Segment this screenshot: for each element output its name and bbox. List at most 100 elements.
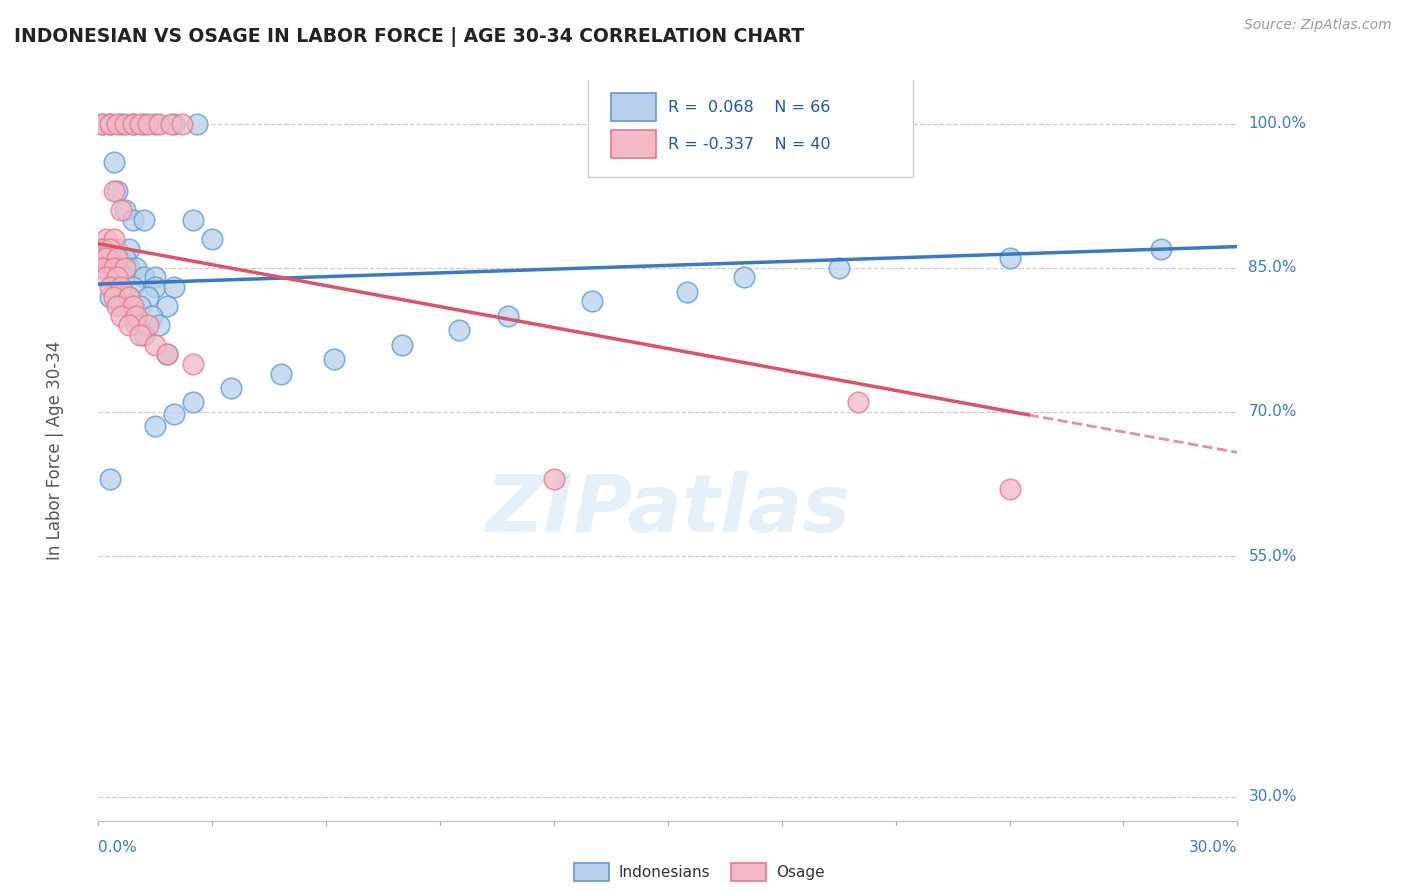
Point <box>148 318 170 333</box>
Point <box>118 260 141 275</box>
Point <box>145 337 167 351</box>
Point <box>98 117 121 131</box>
Text: R = -0.337    N = 40: R = -0.337 N = 40 <box>668 137 831 153</box>
Point <box>114 260 136 275</box>
Point <box>114 117 136 131</box>
Point <box>132 117 155 131</box>
Point <box>186 117 208 131</box>
Point <box>98 117 121 131</box>
FancyBboxPatch shape <box>588 77 912 177</box>
Point <box>125 309 148 323</box>
Text: 0.0%: 0.0% <box>98 840 138 855</box>
Point <box>221 381 243 395</box>
Point <box>145 280 167 294</box>
Point <box>103 251 125 265</box>
Point <box>91 242 114 256</box>
Point <box>118 290 141 304</box>
Point <box>107 299 129 313</box>
FancyBboxPatch shape <box>574 863 609 881</box>
Point <box>107 184 129 198</box>
Point <box>125 318 148 333</box>
Point <box>103 290 125 304</box>
Point <box>110 299 132 313</box>
Point <box>121 117 143 131</box>
Point <box>121 212 143 227</box>
Point <box>141 309 163 323</box>
Point <box>145 270 167 285</box>
Point <box>98 290 121 304</box>
Point <box>107 251 129 265</box>
Point <box>118 242 141 256</box>
Point <box>543 472 565 486</box>
Point <box>183 357 205 371</box>
Point <box>159 117 181 131</box>
Point <box>94 232 117 246</box>
Point <box>391 337 413 351</box>
Point <box>110 260 132 275</box>
Point <box>676 285 699 299</box>
Point <box>170 117 193 131</box>
Point <box>91 260 114 275</box>
Text: 55.0%: 55.0% <box>1249 549 1296 564</box>
Point <box>107 251 129 265</box>
Point <box>103 232 125 246</box>
Point <box>103 155 125 169</box>
Point <box>98 472 121 486</box>
FancyBboxPatch shape <box>731 863 766 881</box>
Point <box>132 212 155 227</box>
Point <box>322 352 344 367</box>
Point <box>94 251 117 265</box>
Text: ZIPatlas: ZIPatlas <box>485 471 851 549</box>
Point <box>94 270 117 285</box>
Point <box>183 395 205 409</box>
Text: In Labor Force | Age 30-34: In Labor Force | Age 30-34 <box>46 341 65 560</box>
Point <box>132 270 155 285</box>
Text: Source: ZipAtlas.com: Source: ZipAtlas.com <box>1244 18 1392 32</box>
Point <box>91 242 114 256</box>
Point <box>94 242 117 256</box>
Text: 30.0%: 30.0% <box>1249 789 1296 804</box>
Text: R =  0.068    N = 66: R = 0.068 N = 66 <box>668 100 830 115</box>
Point <box>98 242 121 256</box>
Point <box>118 290 141 304</box>
Point <box>118 318 141 333</box>
Point <box>121 280 143 294</box>
Point <box>121 309 143 323</box>
Text: 30.0%: 30.0% <box>1189 840 1237 855</box>
Point <box>828 260 851 275</box>
Point <box>114 203 136 218</box>
Point <box>183 212 205 227</box>
Point <box>110 203 132 218</box>
Point <box>94 251 117 265</box>
Point <box>103 242 125 256</box>
Point <box>98 251 121 265</box>
Point <box>129 328 152 343</box>
Point <box>581 294 603 309</box>
Point <box>121 117 143 131</box>
Point <box>1150 242 1173 256</box>
Point <box>107 242 129 256</box>
Point <box>148 117 170 131</box>
Text: 70.0%: 70.0% <box>1249 404 1296 419</box>
Point <box>91 117 114 131</box>
Point <box>114 251 136 265</box>
Point <box>98 242 121 256</box>
Point <box>449 323 471 337</box>
Point <box>201 232 224 246</box>
Point <box>998 251 1021 265</box>
Point <box>98 260 121 275</box>
Point <box>156 347 179 361</box>
Point <box>136 117 159 131</box>
Point <box>270 367 292 381</box>
Point <box>136 290 159 304</box>
Text: Osage: Osage <box>776 865 825 880</box>
Point <box>145 419 167 434</box>
Point <box>156 299 179 313</box>
Text: 100.0%: 100.0% <box>1249 116 1306 131</box>
Point <box>163 117 186 131</box>
Point <box>103 260 125 275</box>
Point <box>163 280 186 294</box>
Text: 85.0%: 85.0% <box>1249 260 1296 276</box>
Point <box>110 280 132 294</box>
Text: Indonesians: Indonesians <box>619 865 710 880</box>
